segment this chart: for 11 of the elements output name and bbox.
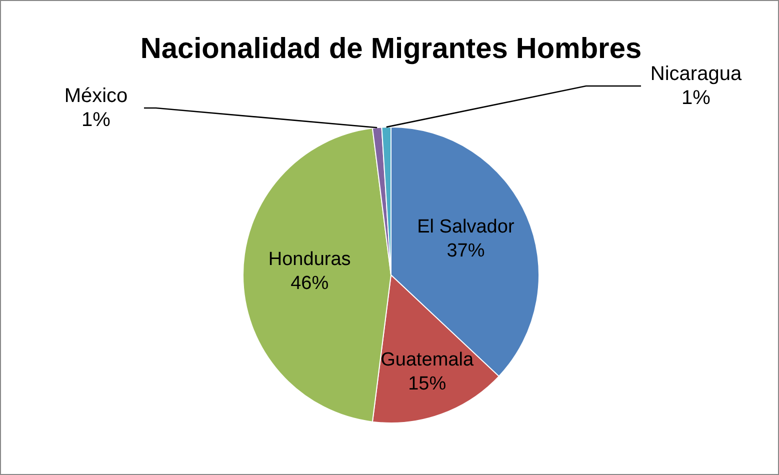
slice-label: Honduras [268, 249, 351, 270]
slice-label: Nicaragua [650, 63, 742, 85]
data-label: 15% [408, 373, 446, 394]
slice-label: Guatemala [380, 349, 474, 370]
data-label: 1% [82, 109, 111, 131]
chart-title: Nacionalidad de Migrantes Hombres [140, 33, 642, 65]
slice-label: El Salvador [417, 216, 515, 238]
data-label: 46% [290, 273, 329, 294]
data-label: 1% [682, 87, 711, 109]
slice-label: México [64, 85, 128, 107]
data-label: 37% [446, 240, 485, 262]
